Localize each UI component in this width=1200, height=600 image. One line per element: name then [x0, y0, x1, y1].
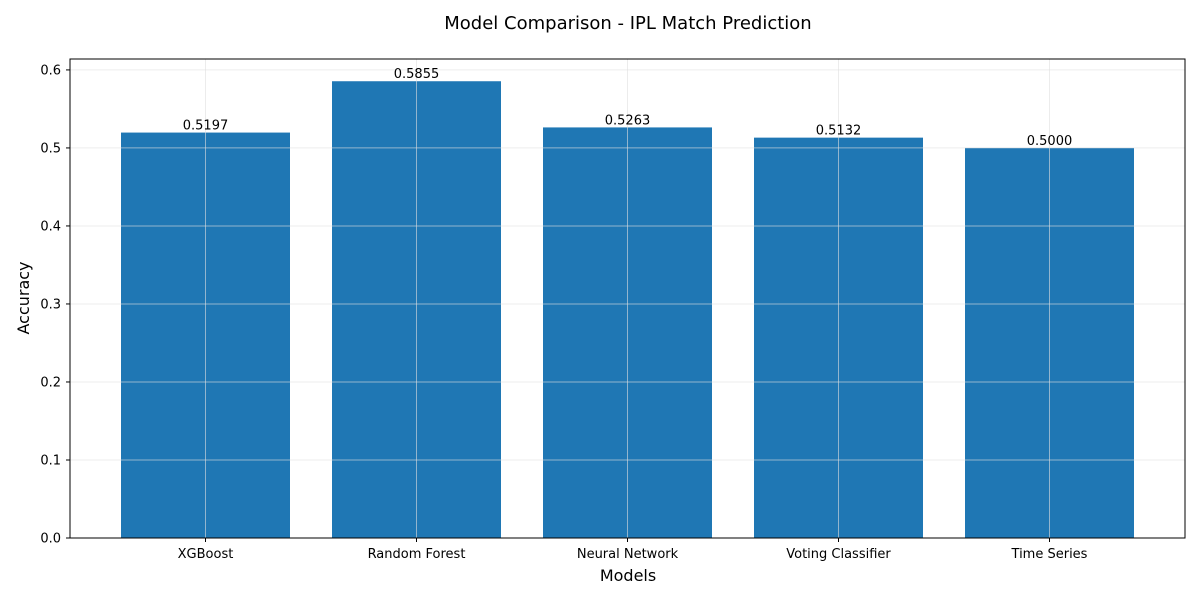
- y-tick-label: 0.1: [40, 453, 61, 468]
- chart-title: Model Comparison - IPL Match Prediction: [444, 13, 811, 34]
- y-tick-label: 0.0: [40, 532, 61, 547]
- x-tick-label: Time Series: [1011, 547, 1088, 562]
- x-tick-label: XGBoost: [178, 547, 234, 562]
- y-axis-label: Accuracy: [14, 261, 33, 334]
- bar-value-label: 0.5132: [816, 124, 862, 139]
- bar-value-label: 0.5000: [1027, 134, 1073, 149]
- y-tick-label: 0.2: [40, 375, 61, 390]
- y-tick-label: 0.4: [40, 219, 61, 234]
- x-axis-label: Models: [600, 566, 656, 585]
- x-tick-label: Voting Classifier: [786, 547, 891, 562]
- y-tick-label: 0.6: [40, 63, 61, 78]
- x-tick-label: Random Forest: [368, 547, 466, 562]
- bar-value-label: 0.5855: [394, 67, 440, 82]
- y-tick-label: 0.3: [40, 297, 61, 312]
- plot-area: 0.0 0.1 0.2 0.3 0.4 0.5 0.6 XGBoost Random Fores…: [40, 58, 1186, 562]
- bar-value-label: 0.5197: [183, 119, 229, 134]
- bar-value-label: 0.5263: [605, 113, 651, 128]
- y-tick-label: 0.5: [40, 141, 61, 156]
- x-tick-label: Neural Network: [577, 547, 679, 562]
